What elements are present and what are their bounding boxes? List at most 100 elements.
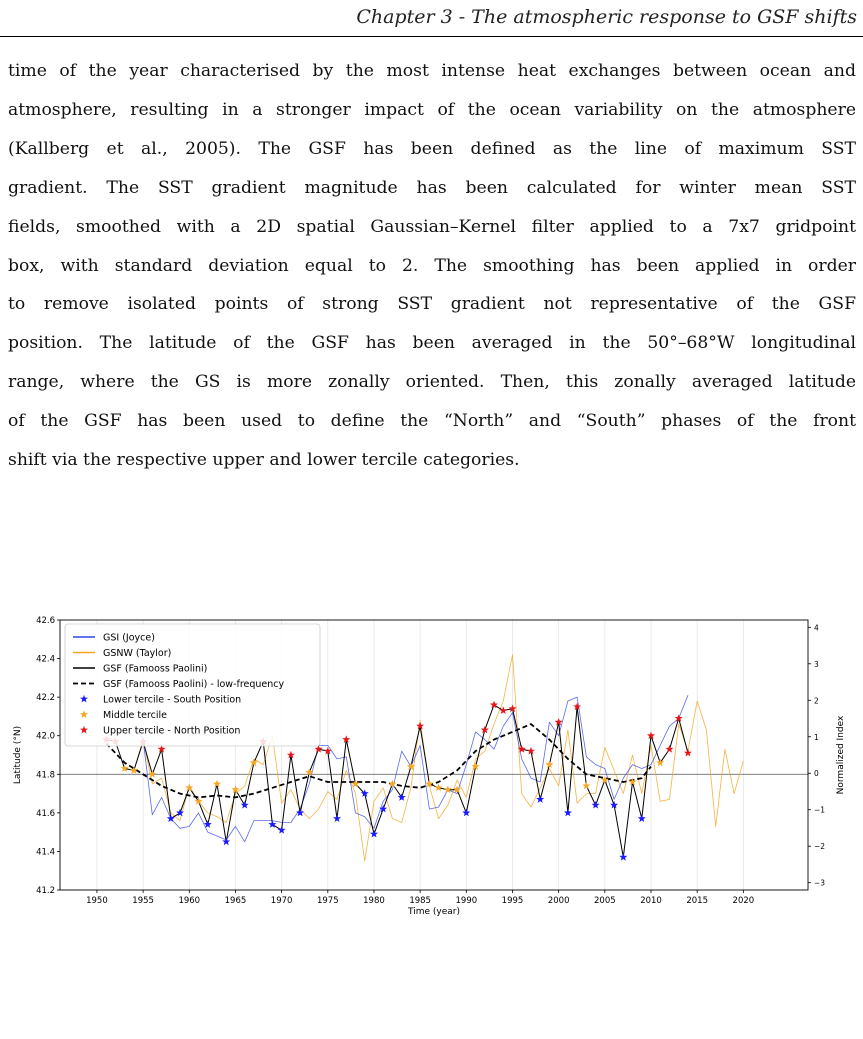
x-tick-label: 1980 [363,896,385,906]
y2-tick-label: 3 [814,660,819,669]
lower-tercile-marker [296,808,305,817]
lower-tercile-marker [370,829,378,838]
lower-tercile-marker [536,795,545,803]
upper-tercile-marker [573,702,582,711]
plot-frame [59,619,809,891]
middle-tercile-marker [148,770,157,778]
lower-tercile-marker [397,793,406,801]
x-tick-label: 1950 [86,896,108,906]
x-tick-label: 1965 [225,896,247,906]
middle-tercile-marker [600,775,609,784]
y-tick-label: 41.6 [36,809,55,819]
middle-tercile-marker [231,785,240,794]
middle-tercile-marker [656,758,665,767]
lower-tercile-marker [619,853,628,861]
legend-label: Upper tercile - North Position [103,726,240,737]
upper-tercile-marker [480,725,489,734]
middle-tercile-marker [471,762,480,770]
middle-tercile-marker [249,758,258,767]
legend-star-swatch [80,694,88,703]
upper-tercile-marker [499,706,508,714]
y-axis-label: Latitude (°N) [13,726,23,784]
x-tick-label: 1975 [317,896,339,906]
upper-tercile-marker [286,750,295,759]
upper-tercile-marker [674,714,683,722]
lower-tercile-marker [462,808,471,817]
upper-tercile-marker [527,746,535,755]
upper-tercile-marker [517,745,526,753]
middle-tercile-marker [453,785,462,794]
x-tick-label: 2020 [733,896,755,906]
y-tick-label: 42.6 [36,616,55,626]
legend-label: GSF (Famooss Paolini) - low-frequency [103,679,285,690]
y-tick-label: 41.4 [36,847,55,857]
text-line: to remove isolated points of strong SST … [8,294,856,315]
lower-tercile-marker [333,814,341,822]
middle-tercile-marker [351,779,360,788]
legend-label: GSF (Famooss Paolini) [103,664,207,675]
lower-tercile-marker [277,826,286,834]
x-tick-label: 2015 [686,896,708,906]
gsf-latitude-chart: 1950 1955 1960 1965 1970 1975 1980 1985 1990 1995… [13,616,846,917]
middle-tercile-marker [388,779,397,788]
body-paragraph: time of the year characterised by the mo… [8,52,856,480]
middle-tercile-marker [305,768,314,776]
upper-tercile-marker [157,745,166,753]
upper-tercile-marker [684,748,692,757]
x-tick-label: 2000 [548,896,570,906]
middle-tercile-marker [213,779,221,788]
middle-tercile-marker [582,781,591,790]
text-line: (Kallberg et al., 2005). The GSF has bee… [8,138,856,159]
legend-label: Lower tercile - South Position [103,695,241,706]
middle-tercile-marker [443,785,452,794]
text-line: gradient. The SST gradient magnitude has… [8,177,856,198]
legend-box [64,623,321,747]
middle-tercile-marker [406,762,415,770]
upper-tercile-marker [665,745,674,753]
middle-tercile-marker [425,779,434,788]
lower-tercile-marker [610,800,619,809]
legend-label: GSI (Joyce) [103,633,155,644]
upper-tercile-marker [647,731,655,740]
text-line: shift via the respective upper and lower… [8,450,520,471]
x-tick-label: 2005 [594,896,616,906]
y2-tick-label: −1 [814,806,825,815]
middle-tercile-marker [434,783,443,792]
upper-tercile-marker [490,700,498,709]
upper-tercile-marker [508,704,517,713]
text-line: fields, smoothed with a 2D spatial Gauss… [8,216,856,237]
lower-tercile-marker [268,820,277,828]
text-line: of the GSF has been used to define the “… [8,411,856,432]
y2-tick-label: 0 [814,769,819,778]
text-line: time of the year characterised by the mo… [8,61,856,81]
text-line: atmosphere, resulting in a stronger impa… [8,99,856,120]
y2-tick-label: −2 [814,842,825,851]
upper-tercile-marker [416,721,425,730]
lower-tercile-marker [203,820,212,828]
y2-axis-label: Normalized Index [836,715,846,794]
y-tick-label: 42.0 [36,732,55,742]
middle-tercile-marker [120,764,129,772]
middle-tercile-marker [129,766,138,774]
text-line: position. The latitude of the GSF has be… [8,333,856,354]
upper-tercile-marker [554,718,563,726]
lower-tercile-marker [166,814,175,822]
y-tick-label: 41.2 [36,886,55,896]
running-title: Chapter 3 - The atmospheric response to … [356,6,857,28]
x-tick-label: 1955 [132,896,154,906]
page-header: Chapter 3 - The atmospheric response to … [0,0,863,37]
lower-tercile-marker [379,804,388,813]
x-tick-label: 2010 [640,896,662,906]
lower-tercile-marker [591,800,600,809]
lower-tercile-marker [360,789,369,797]
x-tick-label: 1985 [409,896,431,906]
y-tick-label: 42.2 [36,693,55,703]
middle-tercile-marker [628,777,637,786]
middle-tercile-marker [185,783,194,792]
middle-tercile-marker [194,797,203,805]
upper-tercile-marker [342,735,351,743]
lower-tercile-marker [222,837,231,846]
legend-star-swatch [80,710,88,718]
gsf-series-line [106,704,689,858]
y-tick-label: 42.4 [36,655,55,665]
